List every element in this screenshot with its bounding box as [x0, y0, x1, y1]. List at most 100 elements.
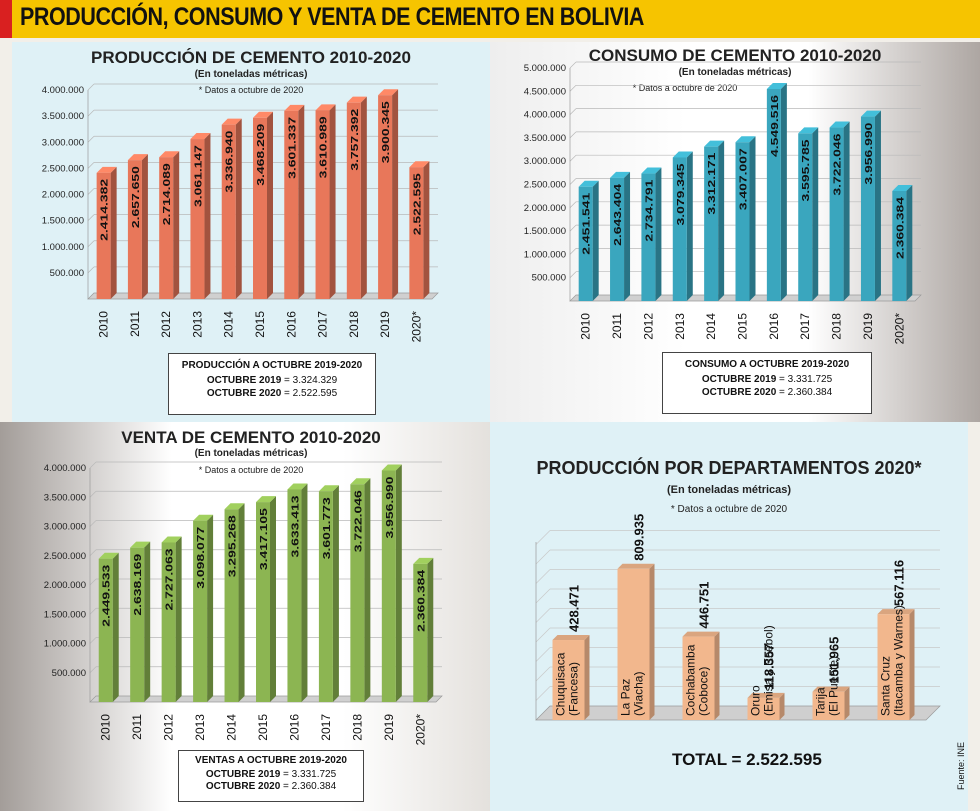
consumo-gridline-diag — [569, 85, 577, 92]
consumo-x-label: 2018 — [830, 313, 844, 340]
produccion-x-label: 2020* — [409, 311, 423, 343]
produccion-value-label: 3.610.989 — [318, 116, 330, 178]
produccion-subtitle: (En toneladas métricas) — [194, 69, 308, 80]
produccion-ytick-label: 4.000.000 — [42, 85, 84, 96]
venta-x-label: 2010 — [99, 714, 113, 741]
produccion-value-label: 3.601.337 — [286, 117, 298, 179]
produccion-gridline-diag — [87, 83, 95, 91]
consumo-bar-top — [704, 140, 725, 147]
departamentos-category-sub: (Viacha) — [632, 672, 646, 716]
venta-gridline-diag — [89, 578, 97, 586]
consumo-x-label: 2015 — [736, 313, 750, 340]
venta-value-label: 3.633.413 — [289, 495, 301, 557]
departamentos-category-name: Santa Cruz — [879, 656, 893, 716]
departamentos-chart: Chuquisaca (Fancesa) 428.471 La Paz (Viacha)… — [535, 514, 941, 721]
venta-summary-label-2020: OCTUBRE 2020 — [205, 781, 281, 792]
venta-bar-top — [287, 483, 308, 490]
consumo-bar-side — [624, 171, 631, 301]
venta-bar-side — [207, 514, 214, 702]
venta-gridline-diag — [89, 608, 97, 615]
consumo-x-label: 2011 — [610, 313, 624, 339]
produccion-x-label: 2012 — [159, 311, 173, 338]
venta-bar-side — [332, 485, 339, 702]
departamentos-category-name: Chuquisaca — [554, 652, 568, 716]
venta-value-label: 3.722.046 — [352, 490, 364, 552]
consumo-value-label: 3.722.046 — [832, 133, 844, 195]
produccion-value-label: 3.061.147 — [192, 145, 204, 207]
departamentos-bar-side — [779, 692, 785, 720]
produccion-x-label: 2018 — [347, 311, 361, 338]
consumo-bar-top — [578, 180, 599, 187]
consumo-summary-heading: CONSUMO A OCTUBRE 2019-2020 — [684, 359, 850, 370]
consumo-bar — [641, 173, 656, 301]
produccion-value-label: 3.468.209 — [255, 124, 267, 186]
produccion-summary-label-2019: OCTUBRE 2019 — [206, 375, 282, 386]
venta-bar — [413, 563, 428, 702]
produccion-bar-side — [267, 111, 273, 300]
produccion-summary-label-2020: OCTUBRE 2020 — [206, 388, 282, 399]
consumo-ytick-label: 5.000.000 — [524, 63, 566, 74]
venta-gridline-diag — [89, 491, 97, 498]
venta-bar-top — [130, 541, 151, 548]
consumo-x-label: 2016 — [767, 313, 781, 340]
consumo-subtitle: (En toneladas métricas) — [678, 67, 792, 78]
consumo-ytick-label: 2.000.000 — [524, 203, 566, 214]
venta-bar-top — [193, 514, 214, 521]
total-label: TOTAL = 2.522.595 — [672, 750, 822, 769]
venta-x-label: 2019 — [382, 714, 396, 741]
produccion-bar — [159, 157, 174, 299]
consumo-ytick-label: 4.500.000 — [524, 86, 566, 97]
consumo-ytick-label: 3.000.000 — [524, 156, 566, 167]
venta-gridline-diag — [89, 549, 97, 556]
venta-x-label: 2020* — [413, 714, 427, 746]
produccion-bar — [127, 160, 142, 299]
consumo-bar-side — [749, 136, 756, 301]
produccion-bar-top — [409, 161, 430, 168]
venta-chart: 500.000 1.000.000 1.500.000 2.000.000 2.500.… — [44, 461, 443, 746]
consumo-bar — [704, 146, 719, 301]
venta-value-label: 3.295.268 — [227, 515, 239, 577]
departamentos-category-sub: (Emisa y Ecebol) — [762, 625, 776, 716]
consumo-summary-value-2020: = 2.360.384 — [776, 387, 833, 398]
departamentos-category-sub: (El Puente) — [827, 656, 841, 716]
departamentos-gridline-diag — [535, 569, 551, 584]
venta-summary: VENTAS A OCTUBRE 2019-2020 OCTUBRE 2019 … — [178, 750, 364, 802]
venta-bar — [256, 502, 270, 702]
consumo-value-label: 4.549.516 — [769, 95, 781, 157]
consumo-panel: CONSUMO DE CEMENTO 2010-2020 (En tonelad… — [490, 42, 980, 422]
produccion-x-label: 2016 — [284, 311, 298, 338]
consumo-bar — [860, 116, 875, 301]
venta-x-label: 2014 — [225, 714, 239, 741]
consumo-bar-side — [906, 185, 913, 301]
consumo-ytick-label: 1.500.000 — [524, 226, 566, 237]
venta-bar-top — [350, 478, 371, 485]
departamentos-gridline-diag — [535, 686, 551, 701]
departamentos-gridline-diag — [535, 647, 551, 662]
venta-x-label: 2016 — [287, 714, 301, 741]
produccion-bar-side — [392, 89, 399, 299]
page-title: PRODUCCIÓN, CONSUMO Y VENTA DE CEMENTO E… — [20, 3, 644, 31]
produccion-bar-side — [298, 104, 305, 299]
venta-bar-top — [224, 503, 245, 510]
produccion-gridline-diag — [87, 162, 95, 169]
produccion-chart: 500.000 1.000.000 1.500.000 2.000.000 2.500.… — [42, 83, 439, 343]
produccion-ytick-label: 2.500.000 — [42, 163, 84, 174]
produccion-gridline-diag — [87, 136, 95, 143]
produccion-ytick-label: 3.000.000 — [42, 137, 84, 148]
venta-bar — [350, 484, 365, 702]
produccion-x-label: 2010 — [97, 311, 111, 338]
venta-x-label: 2011 — [130, 714, 144, 740]
produccion-bar-top — [346, 96, 367, 103]
departamentos-bar — [877, 614, 910, 720]
consumo-bar — [578, 186, 593, 301]
produccion-bar — [378, 95, 393, 299]
departamentos-bar-top — [682, 631, 720, 637]
venta-ytick-label: 2.500.000 — [44, 551, 86, 562]
consumo-ytick-label: 500.000 — [532, 273, 566, 284]
produccion-x-label: 2014 — [222, 311, 236, 338]
venta-value-label: 2.638.169 — [132, 553, 144, 615]
consumo-bar — [829, 127, 844, 301]
produccion-bar-top — [190, 133, 211, 140]
departamentos-gridline-diag — [535, 549, 551, 565]
venta-summary-value-2019: = 3.331.725 — [280, 769, 337, 780]
